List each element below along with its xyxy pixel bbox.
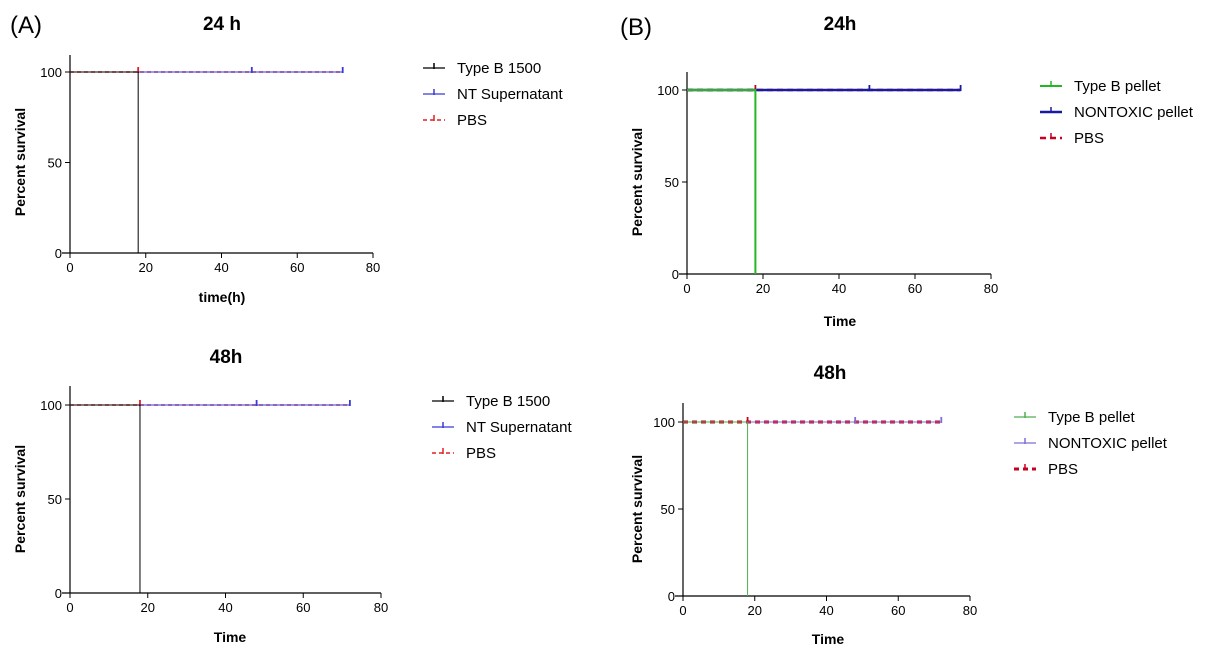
- legend-label: Type B pellet: [1048, 409, 1136, 426]
- x-tick-label: 80: [366, 260, 380, 275]
- chart-title: 48h: [210, 347, 243, 368]
- x-tick-label: 0: [66, 260, 73, 275]
- legend-label: NT Supernatant: [457, 86, 563, 103]
- x-axis-label: time(h): [199, 289, 246, 305]
- y-tick-label: 0: [668, 589, 675, 604]
- legend-label: Type B 1500: [466, 393, 550, 410]
- y-axis-label: Percent survival: [629, 455, 645, 563]
- x-axis-label: Time: [824, 313, 857, 329]
- legend-label: Type B 1500: [457, 60, 541, 77]
- y-tick-label: 50: [661, 502, 675, 517]
- x-tick-label: 20: [141, 600, 155, 615]
- legend-label: PBS: [466, 445, 496, 462]
- x-tick-label: 80: [984, 281, 998, 296]
- x-tick-label: 40: [214, 260, 228, 275]
- y-tick-label: 100: [657, 83, 679, 98]
- x-tick-label: 20: [756, 281, 770, 296]
- y-tick-label: 100: [40, 398, 62, 413]
- x-tick-label: 0: [66, 600, 73, 615]
- chart-a1: 24 h 0 20 40 60 80 0 50 100 time(h) Percent surviv…: [12, 14, 563, 305]
- legend-label: NONTOXIC pellet: [1074, 104, 1194, 121]
- chart-a2: 48h 0 20 40 60 80 0 50 100 Time Percent survival Ty…: [12, 347, 572, 645]
- chart-title: 24 h: [203, 14, 241, 35]
- y-tick-label: 50: [48, 492, 62, 507]
- y-tick-label: 0: [55, 246, 62, 261]
- chart-b1: 24h 0 20 40 60 80 0 50 100 Time Percent survival Ty…: [629, 14, 1194, 329]
- legend-label: PBS: [1074, 130, 1104, 147]
- y-axis-label: Percent survival: [629, 128, 645, 236]
- x-tick-label: 20: [748, 603, 762, 618]
- panel-b-label: (B): [620, 14, 652, 41]
- y-tick-label: 50: [665, 175, 679, 190]
- legend-label: NT Supernatant: [466, 419, 572, 436]
- x-tick-label: 20: [139, 260, 153, 275]
- y-tick-label: 100: [40, 65, 62, 80]
- x-tick-label: 40: [832, 281, 846, 296]
- legend-label: Type B pellet: [1074, 78, 1162, 95]
- y-tick-label: 100: [653, 415, 675, 430]
- x-tick-label: 60: [908, 281, 922, 296]
- series-line: [687, 89, 757, 274]
- series-line: [70, 71, 139, 253]
- chart-title: 24h: [824, 14, 857, 35]
- x-tick-label: 80: [374, 600, 388, 615]
- y-tick-label: 0: [55, 586, 62, 601]
- y-axis-label: Percent survival: [12, 445, 28, 553]
- legend-label: NONTOXIC pellet: [1048, 435, 1168, 452]
- x-tick-label: 60: [290, 260, 304, 275]
- x-tick-label: 40: [218, 600, 232, 615]
- x-tick-label: 0: [683, 281, 690, 296]
- x-tick-label: 40: [819, 603, 833, 618]
- x-axis-label: Time: [812, 631, 845, 647]
- x-tick-label: 60: [891, 603, 905, 618]
- x-tick-label: 0: [679, 603, 686, 618]
- y-tick-label: 0: [672, 267, 679, 282]
- series-line: [70, 404, 141, 593]
- x-tick-label: 60: [296, 600, 310, 615]
- y-axis-label: Percent survival: [12, 108, 28, 216]
- y-tick-label: 50: [48, 156, 62, 171]
- chart-title: 48h: [814, 363, 847, 384]
- panel-a-label: (A): [10, 12, 42, 39]
- x-tick-label: 80: [963, 603, 977, 618]
- x-axis-label: Time: [214, 629, 247, 645]
- series-line: [683, 421, 749, 596]
- legend-label: PBS: [457, 112, 487, 129]
- legend-label: PBS: [1048, 461, 1078, 478]
- chart-b2: 48h 0 20 40 60 80 0 50 100 Time Percent survival Ty…: [629, 363, 1168, 647]
